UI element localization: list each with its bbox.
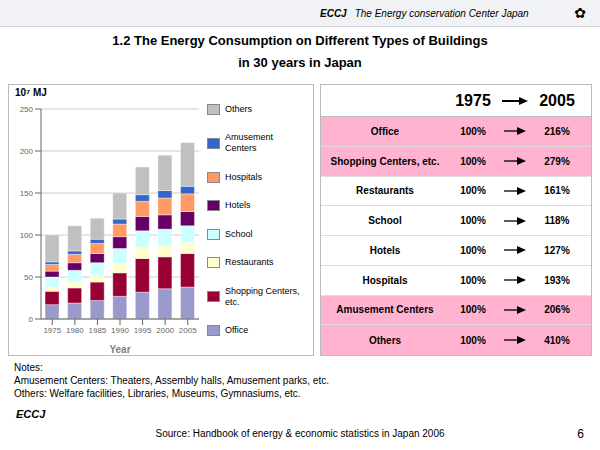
svg-text:1980: 1980 — [66, 326, 84, 335]
html-text:100%: 100% — [460, 215, 486, 227]
html-text:Shopping Centers, etc.: Shopping Centers, etc. — [225, 285, 300, 307]
html-text:100%: 100% — [460, 185, 486, 197]
html-text:ECCJ: ECCJ — [16, 408, 46, 420]
svg-text:100: 100 — [20, 231, 34, 240]
svg-text:1990: 1990 — [111, 326, 129, 335]
svg-text:1985: 1985 — [89, 326, 107, 335]
html-text:ECCJ: ECCJ — [320, 7, 347, 19]
html-text:118%: 118% — [544, 215, 570, 227]
html-text:Shopping Centers, etc.: Shopping Centers, etc. — [330, 155, 440, 167]
svg-text:50: 50 — [24, 273, 33, 282]
svg-text:1995: 1995 — [134, 326, 152, 335]
html-text:Hotels: Hotels — [369, 244, 401, 256]
svg-text:1975: 1975 — [43, 326, 61, 335]
html-text:Office: Office — [225, 325, 249, 336]
html-text:Hospitals: Hospitals — [225, 171, 262, 182]
html-text:Hospitals: Hospitals — [362, 274, 408, 286]
html-text:161%: 161% — [544, 185, 570, 197]
html-text:10⁷ MJ: 10⁷ MJ — [15, 87, 47, 98]
html-text:127%: 127% — [544, 244, 570, 256]
html-text:1975: 1975 — [455, 91, 491, 109]
html-text:6: 6 — [577, 427, 584, 441]
html-text:279%: 279% — [544, 155, 570, 167]
html-text:Others: Others — [225, 103, 252, 114]
html-text:Office: Office — [370, 125, 400, 137]
svg-text:2005: 2005 — [179, 326, 197, 335]
html-text:100%: 100% — [460, 125, 486, 137]
svg-text:200: 200 — [20, 147, 34, 156]
html-text:100%: 100% — [460, 334, 486, 346]
html-text:410%: 410% — [544, 334, 570, 346]
html-text:100%: 100% — [460, 155, 486, 167]
html-text:Restaurants: Restaurants — [356, 185, 414, 197]
html-text:Amusement Centers: Amusement Centers — [336, 304, 434, 316]
html-text:100%: 100% — [460, 304, 486, 316]
html-text:Amusement Centers: Theaters, A: Amusement Centers: Theaters, Assembly ha… — [14, 375, 329, 386]
html-text:100%: 100% — [460, 244, 486, 256]
html-text:206%: 206% — [544, 304, 570, 316]
html-text:2005: 2005 — [539, 91, 575, 109]
html-text:Restaurants: Restaurants — [225, 257, 274, 268]
html-text:Others: Others — [368, 334, 402, 346]
html-text:The Energy conservation Center: The Energy conservation Center Japan — [354, 7, 529, 19]
html-text:193%: 193% — [544, 274, 570, 286]
html-text:216%: 216% — [544, 125, 570, 137]
html-text:100%: 100% — [460, 274, 486, 286]
svg-text:2000: 2000 — [156, 326, 174, 335]
html-text:Others: Welfare facilities, Li: Others: Welfare facilities, Libraries, M… — [14, 388, 301, 399]
svg-text:250: 250 — [20, 105, 34, 114]
html-text:Notes:: Notes: — [14, 362, 43, 373]
svg-text:Year: Year — [109, 344, 130, 353]
svg-text:150: 150 — [20, 189, 34, 198]
html-text:1.2 The Energy Consumption on: 1.2 The Energy Consumption on Different … — [112, 33, 488, 48]
html-text:Amusement Centers: Amusement Centers — [225, 132, 273, 154]
html-text:School: School — [225, 228, 253, 239]
html-text:Source: Handbook of energy & e: Source: Handbook of energy & economic st… — [155, 428, 445, 439]
svg-text:0: 0 — [29, 315, 34, 324]
html-text:Hotels: Hotels — [225, 200, 251, 211]
html-text:in 30 years in Japan: in 30 years in Japan — [238, 55, 362, 70]
html-text:School: School — [368, 215, 402, 227]
